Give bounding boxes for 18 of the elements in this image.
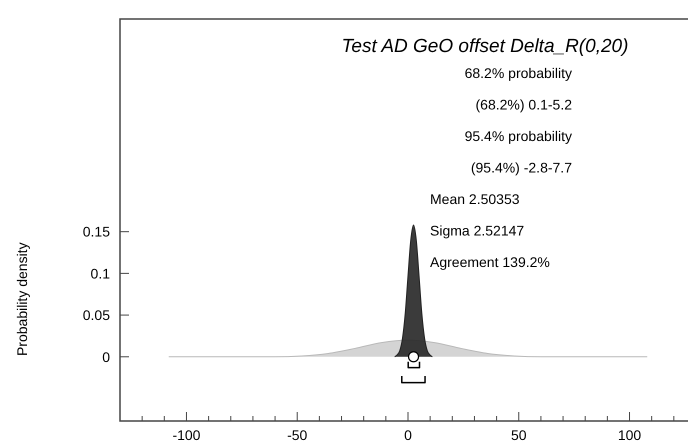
- x-tick-label: -50: [287, 427, 308, 443]
- text: Test AD GeO offset Delta_R(0,20): [342, 36, 628, 57]
- annotation: Sigma 2.52147: [430, 222, 524, 238]
- annotation: (68.2%) 0.1-5.2: [476, 96, 572, 112]
- annotation: 95.4% probability: [464, 128, 572, 144]
- x-tick-label: 100: [618, 427, 642, 443]
- y-axis-title: Probability density: [14, 242, 30, 356]
- x-tick-label: 0: [404, 427, 412, 443]
- annotation: Mean 2.50353: [430, 191, 520, 207]
- annotation: 68.2% probability: [464, 65, 572, 81]
- x-tick-label: -100: [172, 427, 201, 443]
- y-tick-label: 0.1: [90, 265, 110, 282]
- y-tick-label: 0: [102, 348, 110, 365]
- y-tick-label: 0.05: [82, 307, 110, 324]
- y-tick-label: 0.15: [82, 224, 110, 240]
- annotation: (95.4%) -2.8-7.7: [470, 160, 572, 176]
- x-tick-label: 50: [510, 427, 527, 443]
- annotation: Agreement 139.2%: [430, 254, 550, 270]
